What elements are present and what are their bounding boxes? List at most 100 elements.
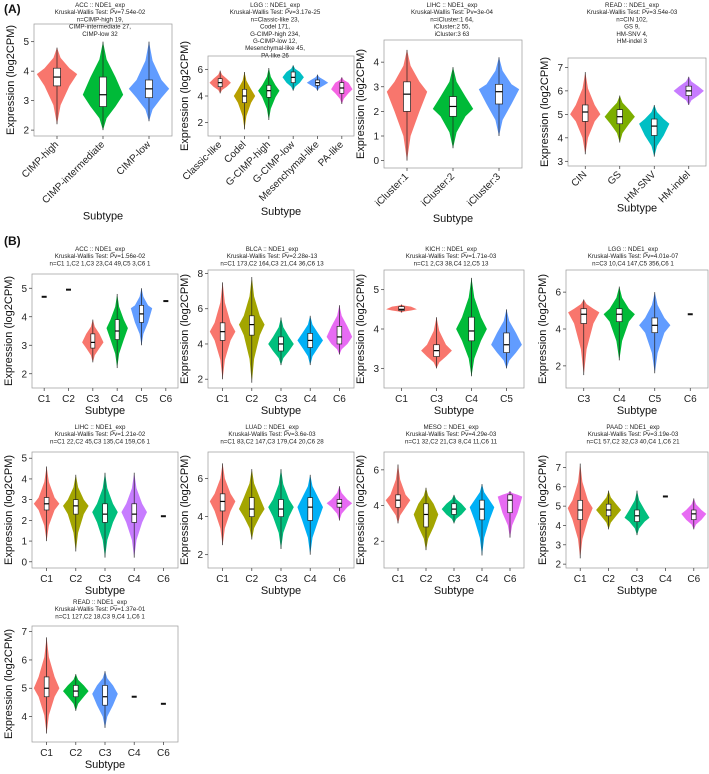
x-axis-label: Subtype <box>433 213 473 225</box>
x-tick-label: C3 <box>577 394 590 405</box>
y-tick-label: 5 <box>373 285 379 296</box>
chart-title-line: Kruskal-Wallis Test: Pv=1.56e-02 <box>55 253 146 260</box>
y-tick-label: 5 <box>557 110 563 121</box>
y-tick-label: 4 <box>373 501 379 512</box>
x-axis-label: Subtype <box>434 405 474 417</box>
x-tick-label: C4 <box>128 748 141 759</box>
chart-title-line: Kruskal-Wallis Test: Pv=3.19e-03 <box>588 431 679 438</box>
y-tick-label: 7 <box>555 463 561 474</box>
chart-title-line: Codel 171, <box>260 24 290 31</box>
chart-title-line: Kruskal-Wallis Test: Pv=3.6e-03 <box>228 431 316 438</box>
chart-title-line: MESO :: NDE1_exp <box>423 424 479 431</box>
box-body <box>131 503 137 523</box>
box-body <box>616 308 623 322</box>
y-tick-label: 3 <box>23 96 29 107</box>
plot-frame <box>31 273 179 389</box>
chart-title-line: n=C1 1,C2 1,C3 23,C4 49,C5 3,C6 1 <box>50 260 152 267</box>
y-tick-label: 4 <box>21 712 27 723</box>
x-tick-label: C4 <box>613 394 626 405</box>
x-axis-label: Subtype <box>617 585 657 597</box>
y-tick-label: 8 <box>197 269 203 280</box>
y-axis-label: Expression (log2CPM) <box>3 455 15 565</box>
y-tick-label: 4 <box>21 312 27 323</box>
box-body <box>468 316 475 342</box>
chart-title-line: READ :: NDE1_exp <box>605 2 660 9</box>
box-body <box>266 84 272 98</box>
box-body <box>582 104 589 122</box>
chart-title-line: ACC :: NDE1_exp <box>75 2 125 9</box>
y-tick-label: 4 <box>21 474 27 485</box>
y-axis-label: Expression (log2CPM) <box>179 41 191 151</box>
y-tick-label: 0 <box>373 156 379 167</box>
x-tick-label: iCluster:1 <box>373 171 411 209</box>
x-tick-label: C2 <box>602 574 615 585</box>
x-tick-label: C3 <box>86 394 99 405</box>
box-body <box>278 499 284 518</box>
box-body <box>249 315 255 336</box>
x-tick-label: C1 <box>216 394 229 405</box>
y-tick-label: 5 <box>21 454 27 465</box>
y-tick-label: 2 <box>555 361 561 372</box>
panel-label-b: (B) <box>4 234 21 248</box>
x-tick-label: C1 <box>395 394 408 405</box>
chart-title-line: HM-SNV 4, <box>616 31 648 38</box>
y-tick-label: 4 <box>197 92 203 103</box>
y-axis-label: Expression (log2CPM) <box>355 455 367 565</box>
x-tick-label: HM-SNV <box>623 169 659 205</box>
box-body <box>403 81 411 112</box>
x-tick-label: C1 <box>216 574 229 585</box>
chart-title-line: n=CIMP-high 19, <box>77 16 124 23</box>
y-tick-label: 2 <box>23 126 29 137</box>
y-tick-label: 5 <box>21 684 27 695</box>
y-axis-label: Expression (log2CPM) <box>539 57 551 167</box>
chart-title-line: CIMP-low 32 <box>82 31 118 38</box>
x-tick-label: C6 <box>333 394 346 405</box>
y-tick-label: 7 <box>557 63 563 74</box>
box-body <box>691 509 697 521</box>
x-tick-label: C2 <box>245 574 258 585</box>
chart-title-line: n=C1 173,C2 164,C3 21,C4 36,C6 13 <box>220 260 324 267</box>
x-tick-label: C4 <box>304 394 317 405</box>
chart-title-line: Kruskal-Wallis Test: Pv=1.37e-01 <box>55 606 146 613</box>
y-tick-label: 2 <box>373 537 379 548</box>
y-axis-label: Expression (log2CPM) <box>355 49 367 159</box>
x-axis-label: Subtype <box>261 206 301 218</box>
y-tick-label: 1 <box>21 537 27 548</box>
x-tick-label: C3 <box>99 574 112 585</box>
x-tick-label: C3 <box>99 748 112 759</box>
x-tick-label: C4 <box>659 574 672 585</box>
chart-title-line: Kruskal-Wallis Test: Pv=2.28e-13 <box>227 253 318 260</box>
box-body <box>495 83 503 105</box>
x-tick-label: PA-like <box>316 139 346 169</box>
x-axis-label: Subtype <box>261 585 301 597</box>
y-tick-label: 0 <box>21 557 27 568</box>
y-tick-label: 6 <box>373 465 379 476</box>
box-body <box>114 319 120 340</box>
chart-title-line: iCluster:3 63 <box>435 31 470 38</box>
x-tick-label: C6 <box>157 748 170 759</box>
chart-title-line: LUAD :: NDE1_exp <box>245 424 299 431</box>
y-tick-label: 2 <box>21 369 27 380</box>
chart-title-line: n=iCluster:1 64, <box>430 16 474 23</box>
x-tick-label: C3 <box>448 574 461 585</box>
y-tick-label: 3 <box>21 341 27 352</box>
chart-title-line: n=C1 127,C2 18,C3 9,C4 1,C6 1 <box>55 613 145 620</box>
box-body <box>219 493 226 512</box>
box-body <box>99 76 107 107</box>
chart-title-line: Kruskal-Wallis Test: Pv=4.29e-03 <box>406 431 497 438</box>
y-axis-label: Expression (log2CPM) <box>537 274 549 384</box>
panel-label-a: (A) <box>4 2 21 16</box>
y-tick-label: 5 <box>555 502 561 513</box>
x-tick-label: CIMP-low <box>115 139 154 178</box>
x-tick-label: C3 <box>631 574 644 585</box>
chart-title-line: n=C1 57,C2 32,C3 40,C4 1,C6 21 <box>586 438 680 445</box>
y-axis-label: Expression (log2CPM) <box>3 629 15 739</box>
box-body <box>102 685 108 706</box>
chart-title-line: G-CIMP-low 12, <box>253 38 297 45</box>
x-tick-label: C6 <box>687 574 700 585</box>
box-body <box>43 676 50 698</box>
y-tick-label: 3 <box>21 495 27 506</box>
y-axis-label: Expression (log2CPM) <box>179 455 191 565</box>
y-tick-label: 3 <box>555 540 561 551</box>
x-tick-label: GS <box>606 169 624 187</box>
